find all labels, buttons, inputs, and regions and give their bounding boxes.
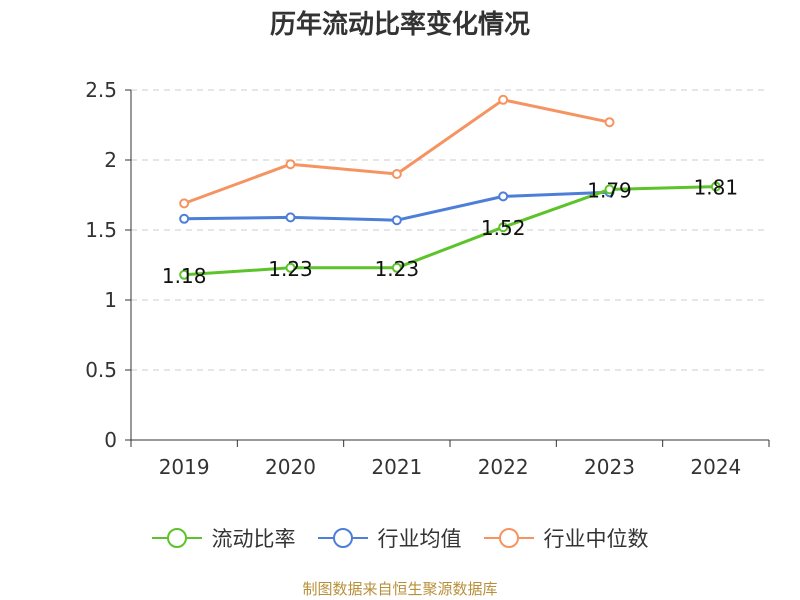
data-label: 1.18 bbox=[162, 264, 207, 288]
x-tick-label: 2024 bbox=[690, 455, 741, 479]
legend-marker-icon bbox=[317, 528, 368, 548]
series-line bbox=[184, 185, 716, 277]
data-point bbox=[179, 213, 190, 224]
data-label: 1.52 bbox=[481, 216, 526, 240]
data-point bbox=[391, 169, 402, 179]
y-tick-label: 1.5 bbox=[85, 218, 117, 242]
chart-title: 历年流动比率变化情况 bbox=[269, 10, 530, 40]
legend-marker-icon bbox=[483, 528, 534, 548]
legend-item[interactable]: 流动比率 bbox=[151, 523, 296, 553]
y-tick-label: 2 bbox=[104, 148, 117, 172]
source-note: 制图数据来自恒生聚源数据库 bbox=[302, 580, 498, 598]
legend-label: 流动比率 bbox=[211, 527, 296, 551]
y-tick-label: 0 bbox=[104, 428, 117, 452]
data-label: 1.23 bbox=[375, 257, 420, 281]
data-label: 1.79 bbox=[587, 178, 632, 202]
data-point bbox=[285, 212, 296, 223]
y-tick-label: 1 bbox=[104, 288, 117, 312]
data-point bbox=[710, 181, 721, 192]
x-tick-label: 2021 bbox=[371, 455, 422, 479]
legend-label: 行业中位数 bbox=[543, 527, 649, 551]
x-tick-label: 2023 bbox=[584, 455, 635, 479]
legend-item[interactable]: 行业均值 bbox=[317, 523, 462, 553]
data-point bbox=[285, 159, 296, 170]
series-lines bbox=[179, 94, 721, 280]
data-point bbox=[179, 269, 190, 280]
data-point bbox=[498, 191, 509, 202]
data-point bbox=[604, 117, 615, 128]
x-tick-label: 2020 bbox=[265, 455, 316, 479]
data-label: 1.23 bbox=[268, 257, 313, 281]
legend-marker-icon bbox=[151, 528, 202, 548]
y-tick-label: 2.5 bbox=[85, 78, 117, 102]
series-line bbox=[183, 98, 610, 205]
data-point bbox=[179, 198, 190, 209]
legend-circle bbox=[166, 528, 187, 548]
legend-circle bbox=[498, 528, 519, 548]
legend-circle bbox=[332, 528, 353, 548]
legend-label: 行业均值 bbox=[377, 527, 462, 551]
data-label: 1.81 bbox=[694, 176, 739, 200]
grid-lines bbox=[131, 89, 769, 371]
data-point bbox=[498, 222, 509, 233]
data-point bbox=[285, 262, 296, 273]
data-point bbox=[391, 215, 402, 226]
x-tick-label: 2022 bbox=[478, 455, 529, 479]
legend-item[interactable]: 行业中位数 bbox=[483, 523, 649, 553]
data-point bbox=[498, 94, 509, 105]
data-labels: 1.18 1.23 1.23 1.52 1.79 1.81 bbox=[162, 176, 738, 288]
data-point bbox=[604, 184, 615, 195]
x-tick-label: 2019 bbox=[159, 455, 210, 479]
y-tick-label: 0.5 bbox=[85, 358, 117, 382]
legend: 流动比率 行业均值 行业中位数 bbox=[0, 520, 800, 556]
data-point bbox=[391, 262, 402, 273]
